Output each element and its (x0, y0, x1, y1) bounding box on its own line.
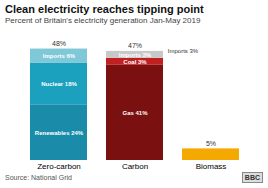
svg-text:Biomass: Biomass (196, 162, 227, 171)
svg-text:5%: 5% (206, 140, 216, 147)
svg-text:Imports 6%: Imports 6% (43, 53, 76, 59)
svg-text:48%: 48% (52, 40, 66, 47)
svg-text:Carbon: Carbon (122, 162, 148, 171)
html-text:BBC: BBC (244, 174, 260, 181)
svg-text:Nuclear 18%: Nuclear 18% (41, 81, 77, 87)
html-text:Percent of Britain's electrici: Percent of Britain's electricity generat… (5, 16, 201, 25)
svg-text:47%: 47% (128, 42, 142, 49)
html-text:Source: National Grid: Source: National Grid (5, 174, 72, 181)
svg-text:Coal 3%: Coal 3% (123, 59, 147, 65)
svg-text:Imports 3%: Imports 3% (119, 52, 152, 58)
svg-text:Gas 41%: Gas 41% (122, 110, 148, 116)
svg-text:Zero-carbon: Zero-carbon (37, 162, 81, 171)
html-text:Clean electricity reaches tipp: Clean electricity reaches tipping point (5, 3, 204, 15)
svg-text:Imports 3%: Imports 3% (168, 48, 199, 54)
svg-text:Renewables 24%: Renewables 24% (35, 130, 84, 136)
